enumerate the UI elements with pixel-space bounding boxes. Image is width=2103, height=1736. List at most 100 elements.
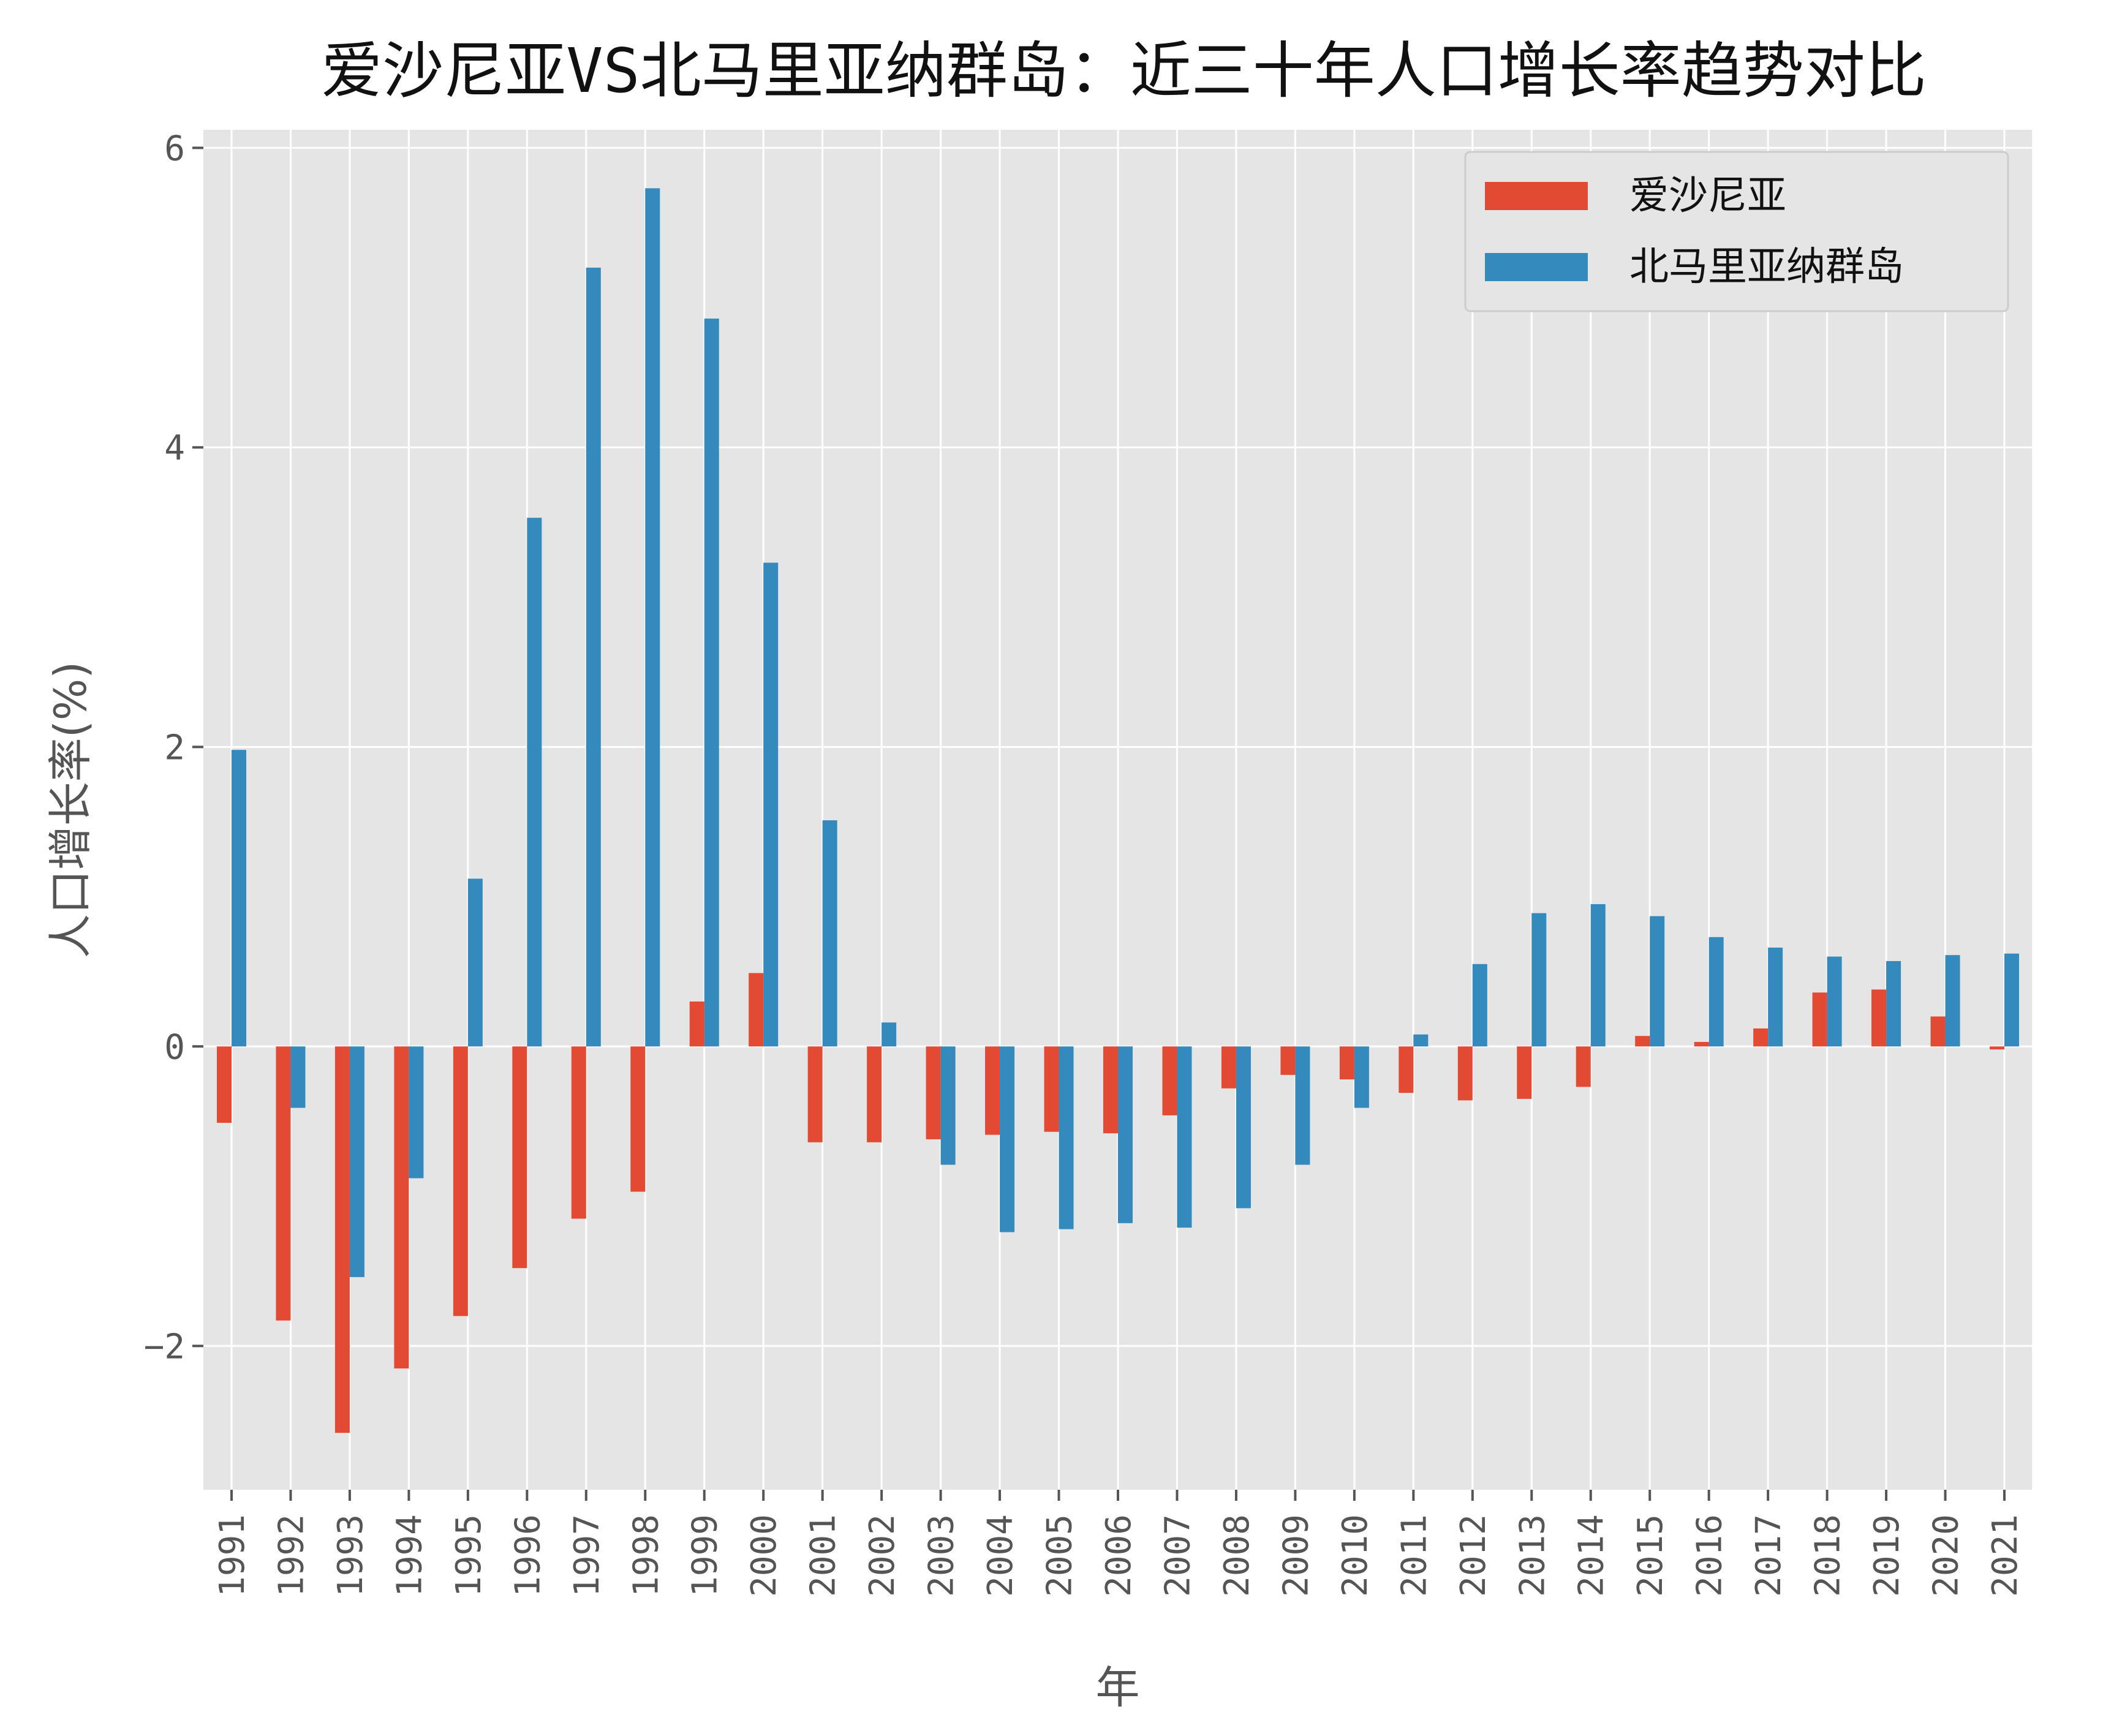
bar-estonia-2006 bbox=[1103, 1046, 1118, 1134]
x-tick-label: 1995 bbox=[449, 1514, 489, 1597]
bar-northern-mariana-islands-1995 bbox=[467, 878, 483, 1047]
bar-estonia-2001 bbox=[807, 1046, 823, 1142]
bar-estonia-2000 bbox=[749, 973, 764, 1047]
x-tick-label: 2007 bbox=[1158, 1514, 1198, 1597]
bar-northern-mariana-islands-2006 bbox=[1118, 1046, 1133, 1223]
x-tick-label: 2016 bbox=[1690, 1514, 1730, 1597]
bar-northern-mariana-islands-2010 bbox=[1354, 1046, 1369, 1108]
x-tick-label: 1996 bbox=[508, 1514, 548, 1597]
bar-estonia-2014 bbox=[1576, 1046, 1591, 1087]
x-tick-label: 1992 bbox=[271, 1514, 311, 1597]
bar-northern-mariana-islands-2001 bbox=[822, 820, 837, 1047]
bar-estonia-1996 bbox=[512, 1046, 527, 1269]
y-tick-label: 6 bbox=[164, 129, 185, 168]
bar-northern-mariana-islands-2005 bbox=[1059, 1046, 1074, 1229]
bar-northern-mariana-islands-2009 bbox=[1295, 1046, 1310, 1165]
bar-estonia-2003 bbox=[926, 1046, 941, 1139]
bar-estonia-2013 bbox=[1517, 1046, 1532, 1099]
bar-northern-mariana-islands-2000 bbox=[763, 562, 779, 1047]
legend: 爱沙尼亚 北马里亚纳群岛 bbox=[1464, 151, 2009, 312]
legend-box bbox=[1464, 151, 2009, 312]
bar-estonia-2004 bbox=[985, 1046, 1000, 1135]
bar-northern-mariana-islands-1992 bbox=[290, 1046, 306, 1108]
x-tick-label: 2003 bbox=[922, 1514, 962, 1597]
bar-northern-mariana-islands-1997 bbox=[586, 267, 601, 1047]
bar-northern-mariana-islands-1998 bbox=[645, 188, 660, 1047]
bar-estonia-2012 bbox=[1457, 1046, 1473, 1101]
bar-northern-mariana-islands-2004 bbox=[1000, 1046, 1015, 1232]
x-tick-label: 2009 bbox=[1276, 1514, 1316, 1597]
y-tick-label: 4 bbox=[164, 428, 185, 468]
bar-northern-mariana-islands-1996 bbox=[527, 518, 542, 1047]
x-axis-ticks: 1991 1992 1993 1994 1995 1996 1997 1998 1999 2000… bbox=[213, 1490, 2025, 1597]
bar-estonia-2007 bbox=[1162, 1046, 1177, 1115]
bar-estonia-2016 bbox=[1694, 1041, 1709, 1047]
bar-northern-mariana-islands-2013 bbox=[1531, 913, 1547, 1047]
x-tick-label: 2014 bbox=[1572, 1514, 1612, 1597]
legend-label-estonia: 爱沙尼亚 bbox=[1629, 173, 1786, 219]
bar-estonia-1995 bbox=[453, 1046, 468, 1316]
bar-estonia-2018 bbox=[1812, 992, 1827, 1047]
bar-estonia-2015 bbox=[1635, 1036, 1650, 1047]
bar-northern-mariana-islands-2017 bbox=[1768, 947, 1783, 1047]
x-tick-label: 2020 bbox=[1927, 1514, 1966, 1597]
bar-northern-mariana-islands-2020 bbox=[1945, 955, 1960, 1047]
bar-northern-mariana-islands-2008 bbox=[1236, 1046, 1251, 1209]
x-tick-label: 1993 bbox=[331, 1514, 371, 1597]
bar-northern-mariana-islands-2007 bbox=[1177, 1046, 1192, 1228]
bar-northern-mariana-islands-2011 bbox=[1413, 1034, 1429, 1047]
bar-estonia-1994 bbox=[394, 1046, 409, 1368]
x-tick-label: 2018 bbox=[1808, 1514, 1848, 1597]
bar-estonia-2021 bbox=[1990, 1046, 2004, 1050]
bar-estonia-2002 bbox=[867, 1046, 882, 1142]
x-tick-label: 1999 bbox=[685, 1514, 725, 1597]
legend-swatch-estonia bbox=[1485, 182, 1588, 210]
bar-estonia-1997 bbox=[571, 1046, 586, 1219]
bar-estonia-2005 bbox=[1044, 1046, 1059, 1132]
bar-northern-mariana-islands-2021 bbox=[2004, 953, 2019, 1047]
bar-northern-mariana-islands-2014 bbox=[1590, 904, 1606, 1047]
x-tick-label: 2002 bbox=[863, 1514, 902, 1597]
y-tick-label: 0 bbox=[164, 1027, 185, 1067]
x-tick-label: 1994 bbox=[390, 1514, 429, 1597]
y-tick-label: 2 bbox=[164, 728, 185, 768]
bar-estonia-2020 bbox=[1930, 1016, 1946, 1047]
bar-estonia-1992 bbox=[276, 1046, 291, 1321]
bar-estonia-1998 bbox=[630, 1046, 646, 1192]
x-tick-label: 2005 bbox=[1040, 1514, 1080, 1597]
bar-northern-mariana-islands-2019 bbox=[1886, 960, 1901, 1047]
bar-estonia-2010 bbox=[1339, 1046, 1354, 1080]
y-axis-label: 人口增长率(%) bbox=[45, 662, 96, 959]
x-tick-label: 2017 bbox=[1749, 1514, 1789, 1597]
x-tick-label: 2008 bbox=[1217, 1514, 1257, 1597]
legend-label-northern-mariana-islands: 北马里亚纳群岛 bbox=[1629, 244, 1904, 290]
x-tick-label: 2021 bbox=[1985, 1514, 2025, 1597]
x-tick-label: 2006 bbox=[1099, 1514, 1139, 1597]
bar-northern-mariana-islands-1991 bbox=[232, 750, 246, 1047]
bar-estonia-1999 bbox=[689, 1001, 704, 1047]
x-tick-label: 2015 bbox=[1631, 1514, 1671, 1597]
bar-northern-mariana-islands-1994 bbox=[409, 1046, 424, 1179]
bar-northern-mariana-islands-2016 bbox=[1708, 937, 1724, 1047]
bar-northern-mariana-islands-2015 bbox=[1650, 916, 1665, 1047]
x-tick-label: 2004 bbox=[981, 1514, 1021, 1597]
bar-estonia-2011 bbox=[1399, 1046, 1414, 1093]
bar-northern-mariana-islands-2003 bbox=[940, 1046, 956, 1165]
x-tick-label: 2013 bbox=[1512, 1514, 1552, 1597]
x-tick-label: 2001 bbox=[804, 1514, 844, 1597]
chart-title: 爱沙尼亚VS北马里亚纳群岛：近三十年人口增长率趋势对比 bbox=[321, 35, 1926, 107]
bar-estonia-2008 bbox=[1221, 1046, 1236, 1089]
x-tick-label: 2010 bbox=[1335, 1514, 1375, 1597]
bar-northern-mariana-islands-2002 bbox=[882, 1022, 897, 1047]
x-tick-label: 2000 bbox=[744, 1514, 784, 1597]
x-tick-label: 1998 bbox=[626, 1514, 666, 1597]
bar-northern-mariana-islands-2018 bbox=[1827, 956, 1842, 1047]
bar-estonia-2009 bbox=[1280, 1046, 1296, 1075]
x-tick-label: 1997 bbox=[567, 1514, 607, 1597]
x-axis-label: 年 bbox=[1095, 1662, 1139, 1713]
x-tick-label: 2012 bbox=[1454, 1514, 1493, 1597]
bar-estonia-1991 bbox=[217, 1046, 232, 1123]
x-tick-label: 1991 bbox=[213, 1514, 252, 1597]
y-tick-label: −2 bbox=[144, 1327, 185, 1367]
